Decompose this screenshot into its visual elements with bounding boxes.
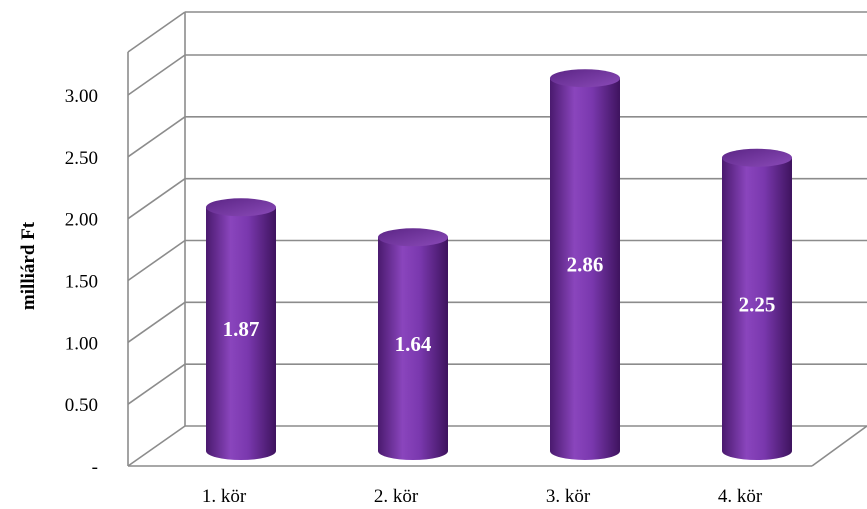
- gridlines: [127, 11, 867, 467]
- data-label: 1.87: [223, 317, 260, 341]
- gridline-side: [127, 116, 186, 158]
- gridline-side: [127, 425, 186, 467]
- gridline-side: [127, 178, 186, 220]
- bar-body: [550, 78, 620, 460]
- x-tick-label: 3. kör: [546, 486, 591, 507]
- y-tick-label: 1.50: [65, 272, 98, 293]
- y-tick-label: -: [92, 457, 98, 478]
- bar-body: [206, 207, 276, 460]
- bar-cap: [550, 69, 620, 88]
- gridline-side: [127, 301, 186, 343]
- bar-cap: [378, 228, 448, 247]
- gridline-side: [127, 239, 186, 282]
- bar: 2.25: [722, 148, 792, 460]
- y-tick-label: 1.00: [65, 333, 98, 354]
- y-axis-ticks: - 0.50 1.00 1.50 2.00 2.50 3.00: [65, 86, 98, 478]
- gridline-side-top: [127, 11, 186, 53]
- x-tick-label: 4. kör: [718, 486, 763, 507]
- x-axis-categories: 1. kör 2. kör 3. kör 4. kör: [202, 486, 763, 507]
- bar: 2.86: [550, 69, 620, 460]
- bar-cap: [722, 148, 792, 167]
- data-label: 1.64: [395, 332, 432, 356]
- bar-body: [722, 157, 792, 460]
- bar-cap: [206, 198, 276, 217]
- x-tick-label: 2. kör: [374, 486, 419, 507]
- y-tick-label: 3.00: [65, 86, 98, 107]
- data-label: 2.86: [567, 253, 604, 277]
- gridline-side: [127, 54, 186, 96]
- y-tick-label: 0.50: [65, 395, 98, 416]
- data-label: 2.25: [739, 292, 776, 316]
- y-axis-label: milliárd Ft: [18, 221, 39, 310]
- y-tick-label: 2.50: [65, 148, 98, 169]
- y-tick-label: 2.00: [65, 210, 98, 231]
- gridline-side: [127, 363, 186, 405]
- bar-body: [378, 237, 448, 460]
- bar: 1.87: [206, 198, 276, 460]
- bar: 1.64: [378, 228, 448, 460]
- bars: 1.87 1.64 2.86 2.25: [206, 69, 792, 460]
- x-tick-label: 1. kör: [202, 486, 247, 507]
- floor-right-edge: [811, 425, 867, 467]
